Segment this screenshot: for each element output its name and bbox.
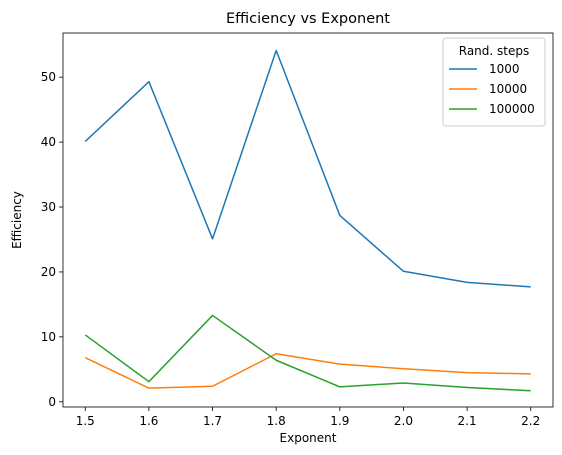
x-tick-label: 2.1 bbox=[458, 414, 477, 428]
chart-title: Efficiency vs Exponent bbox=[226, 11, 390, 27]
y-tick-label: 0 bbox=[48, 395, 56, 409]
plot-frame bbox=[62, 32, 554, 408]
legend-title: Rand. steps bbox=[459, 44, 530, 58]
legend-entries: 1000 10000 100000 bbox=[449, 62, 535, 116]
series-line-1000 bbox=[84, 49, 531, 288]
x-tick-label: 1.5 bbox=[76, 414, 95, 428]
y-tick-label: 30 bbox=[41, 200, 56, 214]
y-tick-label: 20 bbox=[41, 265, 56, 279]
x-axis-ticks: 1.5 1.6 1.7 1.8 1.9 2.0 2.1 2.2 bbox=[76, 407, 540, 428]
y-axis-label: Efficiency bbox=[10, 191, 24, 249]
x-tick-label: 1.7 bbox=[203, 414, 222, 428]
y-tick-label: 50 bbox=[41, 70, 56, 84]
y-tick-label: 40 bbox=[41, 135, 56, 149]
series-lines bbox=[84, 49, 531, 392]
series-line-10000 bbox=[84, 353, 531, 389]
x-tick-label: 2.2 bbox=[521, 414, 540, 428]
x-tick-label: 2.0 bbox=[394, 414, 413, 428]
legend-label-100000: 100000 bbox=[489, 102, 535, 116]
x-tick-label: 1.8 bbox=[267, 414, 286, 428]
series-line-100000 bbox=[84, 314, 531, 392]
legend-label-1000: 1000 bbox=[489, 62, 520, 76]
legend-label-10000: 10000 bbox=[489, 82, 527, 96]
x-tick-label: 1.9 bbox=[330, 414, 349, 428]
y-axis-ticks: 0 10 20 30 40 50 bbox=[41, 70, 63, 409]
x-tick-label: 1.6 bbox=[139, 414, 158, 428]
legend-box bbox=[442, 37, 546, 127]
y-tick-label: 10 bbox=[41, 330, 56, 344]
x-axis-label: Exponent bbox=[280, 431, 337, 445]
legend: Rand. steps 1000 10000 100000 bbox=[442, 37, 546, 127]
